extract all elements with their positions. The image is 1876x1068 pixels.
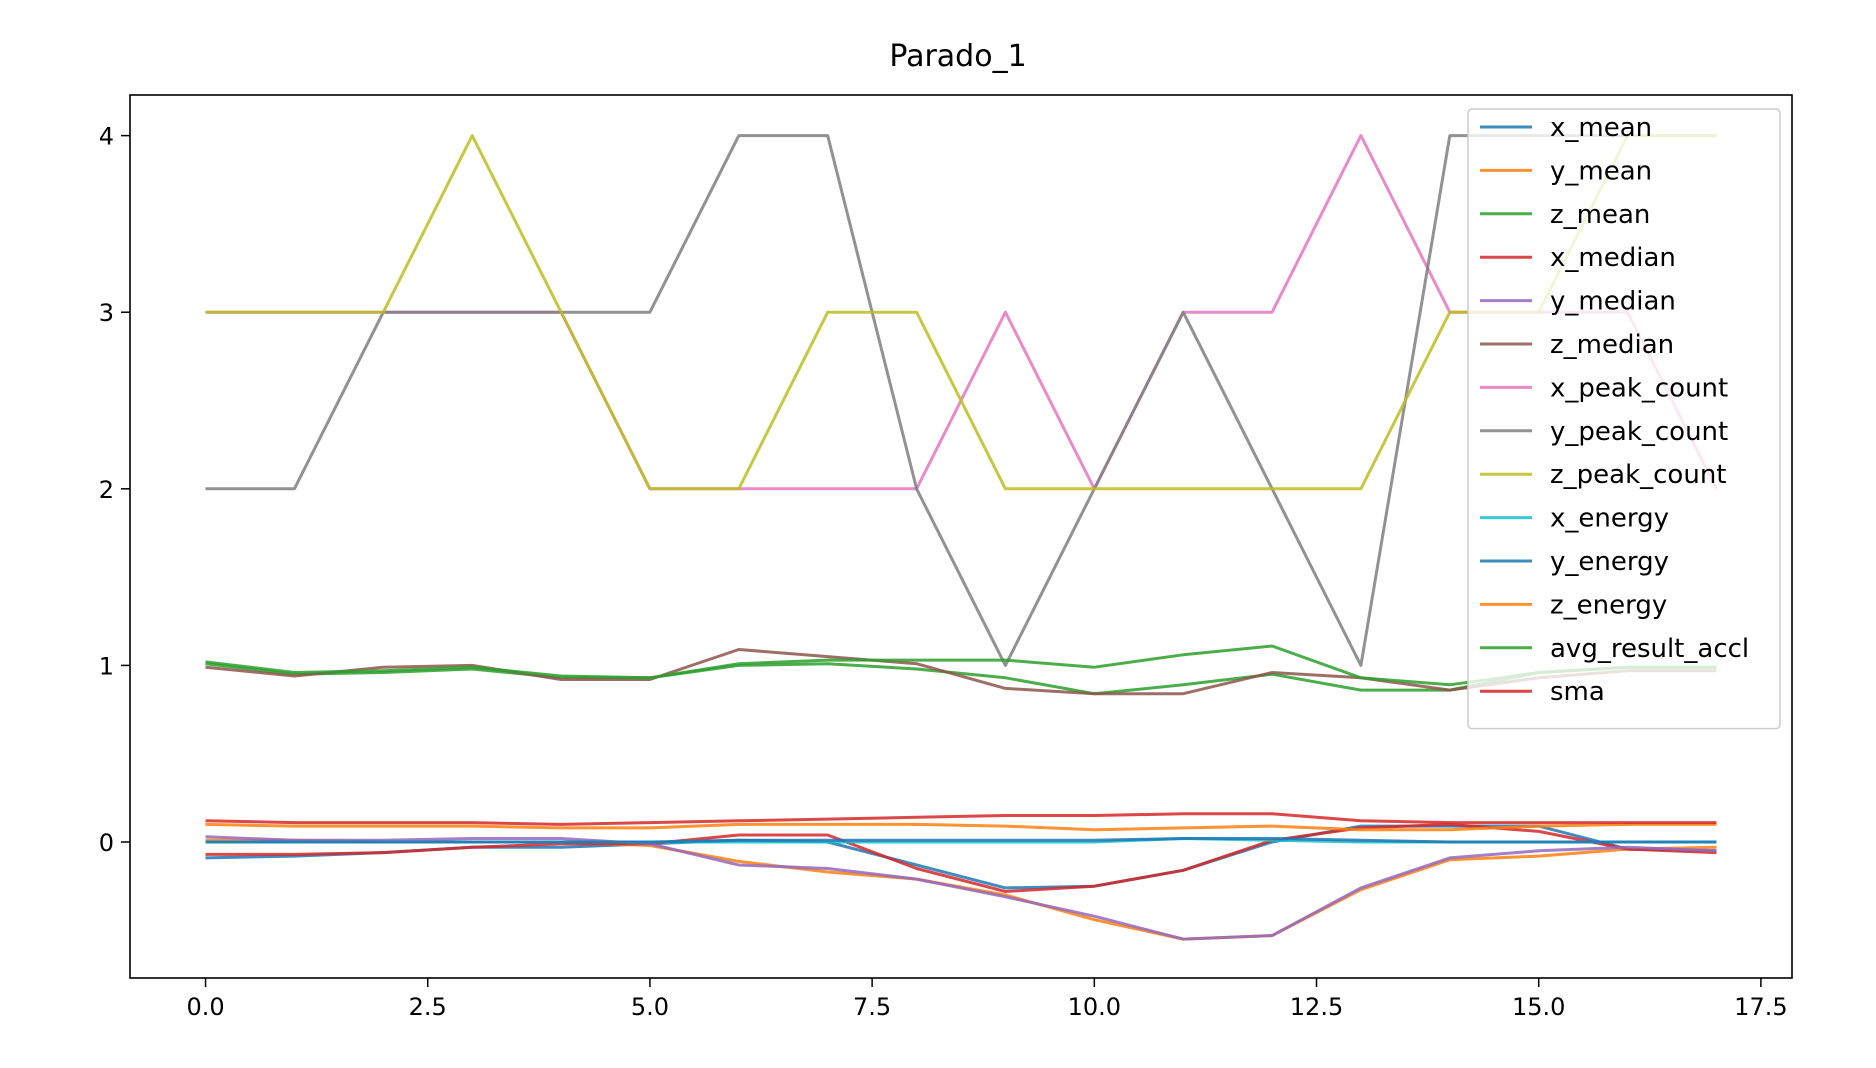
y-tick-label: 3: [99, 299, 114, 327]
series-line-y-peak-count: [205, 134, 1717, 667]
legend-label: z_peak_count: [1550, 460, 1727, 490]
series-line-y-energy: [205, 837, 1717, 844]
legend-label: z_mean: [1550, 200, 1650, 230]
legend-label: x_mean: [1550, 113, 1652, 143]
plot-area-frame: [129, 94, 1793, 979]
x-axis: 0.0 2.5 5.0 7.5 10.0 12.5 15.0 17.5: [186, 978, 1788, 1021]
series-line-z-energy: [205, 822, 1717, 832]
x-tick-label: 7.5: [853, 993, 891, 1021]
x-tick-label: 17.5: [1734, 993, 1787, 1021]
x-tick-label: 0.0: [186, 993, 224, 1021]
series-line-avg-result-accl: [205, 644, 1717, 687]
legend-label: y_median: [1550, 287, 1676, 317]
series-line-z-peak-count: [205, 134, 1717, 491]
series-line-x-median: [205, 822, 1717, 893]
x-tick-label: 15.0: [1512, 993, 1565, 1021]
legend-label: avg_result_accl: [1550, 634, 1749, 664]
legend-label: x_energy: [1550, 504, 1669, 534]
series-line-z-median: [205, 648, 1717, 696]
legend: x_mean y_mean z_mean x_median y_median z_medi…: [1467, 108, 1781, 730]
series-line-sma: [205, 812, 1717, 826]
legend-label: z_energy: [1550, 590, 1667, 620]
x-tick-label: 2.5: [409, 993, 447, 1021]
legend-box: [1467, 108, 1781, 730]
series-line-y-median: [205, 835, 1717, 941]
legend-label: x_median: [1550, 243, 1676, 273]
y-tick-label: 0: [99, 829, 114, 857]
legend-label: y_peak_count: [1550, 417, 1728, 447]
legend-label: x_peak_count: [1550, 373, 1728, 403]
legend-label: z_median: [1550, 330, 1674, 360]
x-tick-label: 12.5: [1290, 993, 1343, 1021]
y-tick-label: 2: [99, 476, 114, 504]
y-tick-label: 1: [99, 652, 114, 680]
y-axis: 0 1 2 3 4: [99, 123, 130, 857]
legend-label: y_mean: [1550, 156, 1652, 186]
legend-label: y_energy: [1550, 547, 1669, 577]
chart-title: Parado_1: [889, 39, 1026, 74]
x-tick-label: 5.0: [631, 993, 669, 1021]
legend-label: sma: [1550, 677, 1605, 707]
x-tick-label: 10.0: [1068, 993, 1121, 1021]
y-tick-label: 4: [99, 123, 114, 151]
series-lines: [205, 134, 1718, 941]
